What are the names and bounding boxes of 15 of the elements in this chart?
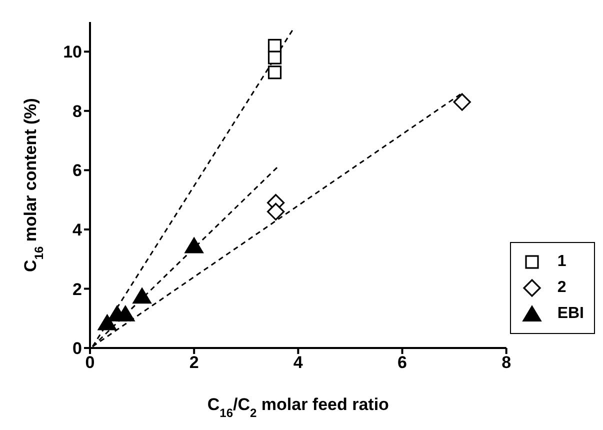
y-tick-label: 10	[63, 42, 82, 62]
y-tick-label: 0	[72, 339, 82, 358]
legend-label: 1	[557, 253, 566, 271]
legend-label: EBI	[557, 305, 584, 323]
x-axis-title: C$_{16}$/C$_{2}$ molar feed ratio	[207, 395, 389, 420]
y-tick-label: 8	[72, 102, 82, 121]
x-tick-label: 6	[398, 353, 407, 372]
y-tick-label: 4	[72, 220, 83, 240]
x-tick-label: 2	[189, 353, 199, 372]
x-tick-label: 4	[293, 353, 304, 372]
legend-label: 2	[557, 279, 566, 297]
y-tick-label: 6	[72, 161, 82, 180]
x-tick-label: 8	[502, 353, 512, 372]
y-tick-label: 2	[72, 280, 82, 299]
x-tick-label: 0	[85, 353, 95, 372]
